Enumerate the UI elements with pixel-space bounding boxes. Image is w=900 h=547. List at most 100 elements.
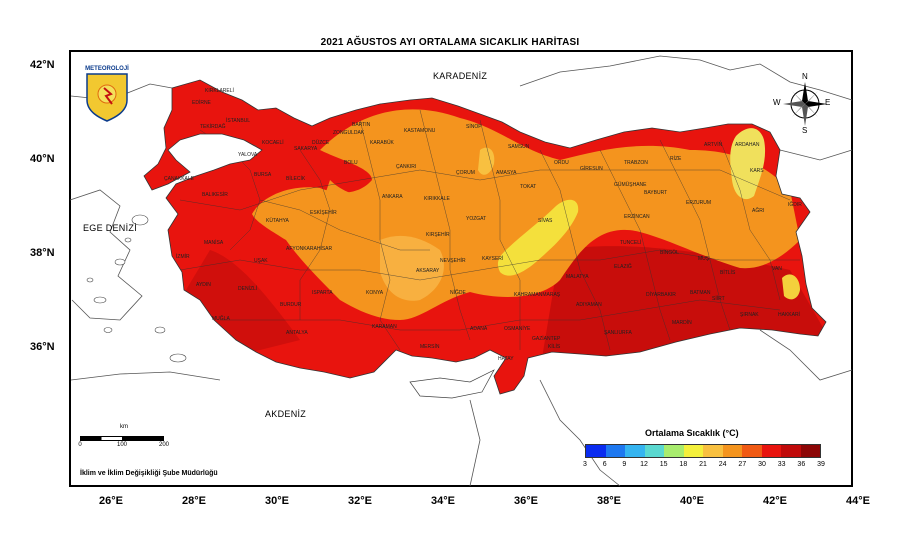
- city-label: AĞRI: [752, 208, 765, 214]
- city-label: ANTALYA: [286, 330, 308, 336]
- city-label: KARABÜK: [370, 140, 394, 146]
- lon-label: 32°E: [348, 495, 372, 507]
- city-label: OSMANİYE: [504, 326, 531, 332]
- legend-swatch: [703, 445, 723, 457]
- legend-swatch: [800, 445, 820, 457]
- legend-title: Ortalama Sıcaklık (°C): [645, 428, 739, 438]
- city-label: SİVAS: [538, 218, 553, 224]
- lon-label: 28°E: [182, 495, 206, 507]
- legend-ticks: 3 6 9 12 15 18 21 24 27 30 33 36 39: [583, 461, 825, 471]
- city-label: HATAY: [498, 356, 514, 362]
- city-label: BATMAN: [690, 290, 711, 296]
- city-label: MUĞLA: [212, 316, 230, 322]
- legend-tick-label: 27: [738, 461, 747, 468]
- logo-text: METEOROLOJİ: [85, 66, 129, 72]
- city-label: KAHRAMANMARAŞ: [514, 292, 561, 298]
- city-label: ZONGULDAK: [333, 130, 365, 136]
- city-label: SİNOP: [466, 124, 482, 130]
- aegean-islands: [86, 214, 187, 363]
- scale-bar: km 0 100 200: [78, 424, 180, 448]
- scale-unit: km: [120, 424, 128, 430]
- lon-label: 34°E: [431, 495, 455, 507]
- legend-swatch: [683, 445, 703, 457]
- city-label: SİİRT: [712, 296, 725, 302]
- meteoroloji-logo: METEOROLOJİ: [84, 66, 130, 122]
- compass-e: E: [825, 98, 831, 107]
- city-label: EDİRNE: [192, 100, 211, 106]
- city-label: ŞIRNAK: [740, 312, 759, 318]
- city-label: ANKARA: [382, 194, 403, 200]
- credit-text: İklim ve İklim Değişikliği Şube Müdürlüğ…: [80, 470, 218, 477]
- legend-swatch: [664, 445, 684, 457]
- city-label: YALOVA: [238, 152, 258, 158]
- city-label: TOKAT: [520, 184, 537, 190]
- legend-tick-label: 39: [817, 461, 825, 468]
- city-label: BALIKESİR: [202, 192, 228, 198]
- legend-tick-label: 3: [583, 461, 587, 468]
- city-label: ERZURUM: [686, 200, 711, 206]
- city-label: UŞAK: [254, 258, 268, 264]
- city-label: AMASYA: [496, 170, 517, 176]
- map-title: 2021 AĞUSTOS AYI ORTALAMA SICAKLIK HARİT…: [320, 37, 580, 48]
- city-label: SAKARYA: [294, 146, 318, 152]
- city-label: MERSİN: [420, 344, 440, 350]
- city-label: KIRKLARELİ: [205, 88, 234, 94]
- legend-tick-label: 33: [777, 461, 786, 468]
- city-label: BURDUR: [280, 302, 302, 308]
- legend-swatch: [605, 445, 625, 457]
- city-label: ORDU: [554, 160, 569, 166]
- city-label: DÜZCE: [312, 140, 330, 146]
- compass-w: W: [773, 98, 781, 107]
- meteoroloji-emblem: [86, 73, 128, 122]
- legend-swatch: [722, 445, 742, 457]
- city-label: IĞDIR: [788, 202, 802, 208]
- city-label: YOZGAT: [466, 216, 487, 222]
- city-label: ARDAHAN: [735, 142, 760, 148]
- sea-label-black-sea: KARADENİZ: [433, 71, 488, 81]
- legend-tick-label: 6: [602, 461, 607, 468]
- legend-tick-label: 18: [679, 461, 688, 468]
- compass-n: N: [802, 72, 808, 81]
- city-label: VAN: [772, 266, 782, 272]
- legend-tick-label: 36: [797, 461, 806, 468]
- city-label: AFYONKARAHİSAR: [286, 246, 333, 252]
- city-label: ÇANKIRI: [396, 164, 417, 170]
- city-label: TRABZON: [624, 160, 648, 166]
- lon-label: 26°E: [99, 495, 123, 507]
- city-label: ÇANAKKALE: [164, 176, 195, 182]
- scale-tick: 100: [116, 442, 128, 448]
- city-label: KONYA: [366, 290, 384, 296]
- city-label: GİRESUN: [580, 166, 603, 172]
- scale-tick: 0: [78, 442, 82, 448]
- lon-label: 36°E: [514, 495, 538, 507]
- compass-s: S: [802, 126, 808, 135]
- city-label: KARS: [750, 168, 764, 174]
- city-label: HAKKARİ: [778, 312, 800, 318]
- city-label: ELAZIĞ: [614, 264, 632, 270]
- city-label: ERZİNCAN: [624, 214, 650, 220]
- city-label: BAYBURT: [644, 190, 668, 196]
- legend-tick-label: 24: [718, 461, 727, 468]
- city-label: BİLECİK: [286, 176, 306, 182]
- city-label: KIRŞEHİR: [426, 232, 450, 238]
- city-label: BURSA: [254, 172, 272, 178]
- sea-label-mediterranean: AKDENİZ: [265, 409, 307, 419]
- lon-label: 38°E: [597, 495, 621, 507]
- city-label: İSTANBUL: [226, 118, 251, 124]
- city-label: ADANA: [470, 326, 488, 332]
- scale-tick: 200: [158, 442, 170, 448]
- lon-label: 30°E: [265, 495, 289, 507]
- city-label: RİZE: [670, 156, 682, 162]
- legend-colorbar: [585, 444, 821, 458]
- city-label: KAYSERİ: [482, 256, 504, 262]
- city-label: TEKİRDAĞ: [200, 124, 226, 130]
- lon-label: 44°E: [846, 495, 870, 507]
- cyprus-outline: [409, 369, 495, 399]
- legend-tick-label: 15: [659, 461, 668, 468]
- legend-swatch: [742, 445, 762, 457]
- city-label: GAZİANTEP: [532, 336, 561, 342]
- city-label: ÇORUM: [456, 170, 475, 176]
- lon-label: 40°E: [680, 495, 704, 507]
- city-label: NEVŞEHİR: [440, 258, 466, 264]
- city-label: KARAMAN: [372, 324, 397, 330]
